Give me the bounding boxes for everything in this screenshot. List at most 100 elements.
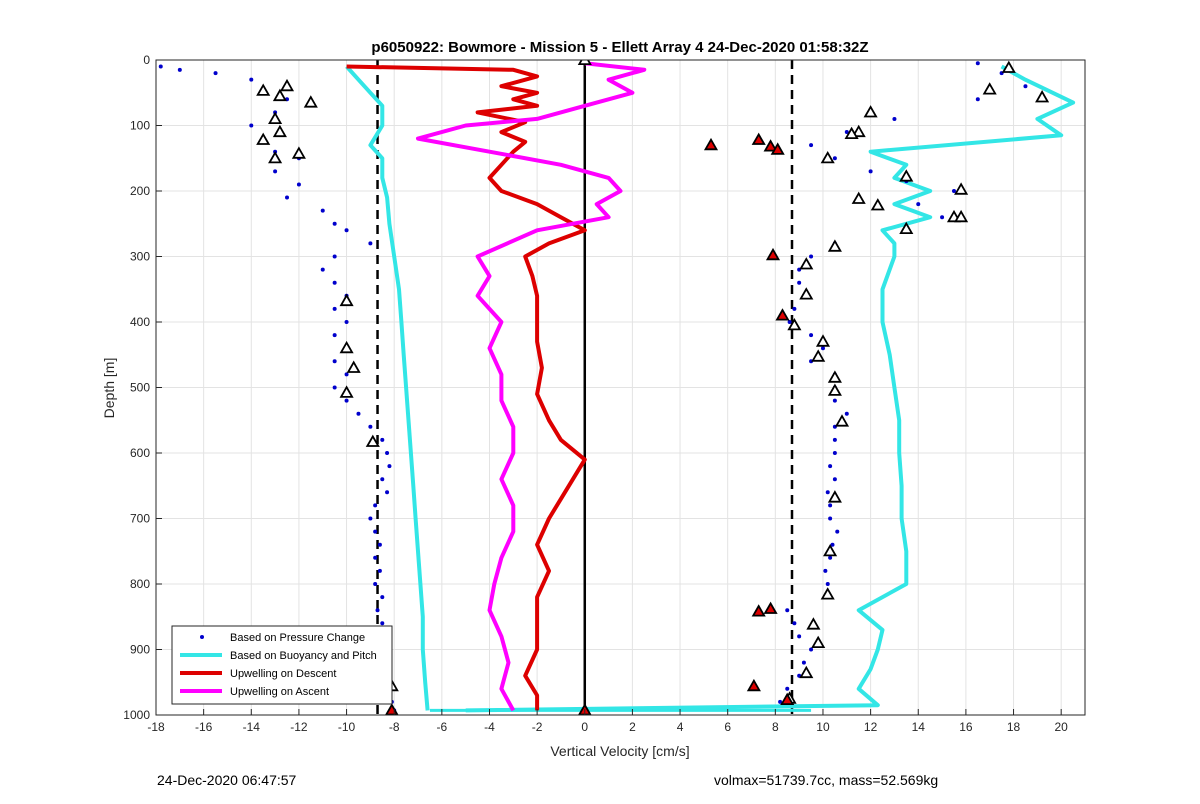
x-tick-label: 14 xyxy=(912,720,926,734)
data-point xyxy=(951,189,956,193)
data-point xyxy=(320,267,325,272)
legend-entry: Based on Buoyancy and Pitch xyxy=(230,650,377,662)
data-point xyxy=(368,516,373,521)
data-point xyxy=(975,97,980,102)
data-point xyxy=(320,208,325,213)
legend-entry: Upwelling on Descent xyxy=(230,668,336,680)
markers-group xyxy=(256,60,1050,715)
data-point xyxy=(177,67,182,72)
legend: Based on Pressure Change Based on Buoyanc… xyxy=(171,625,393,705)
data-point xyxy=(844,130,849,135)
data-point xyxy=(828,516,833,521)
legend-entry: Upwelling on Ascent xyxy=(230,686,329,698)
footer-timestamp: 24-Dec-2020 06:47:57 xyxy=(157,772,297,788)
marker-triangle xyxy=(272,88,287,102)
marker-triangle xyxy=(954,182,969,195)
data-point xyxy=(828,464,833,469)
data-point xyxy=(940,215,945,220)
x-tick-label: -8 xyxy=(389,720,400,734)
y-tick-label: 900 xyxy=(130,643,150,657)
marker-triangle xyxy=(365,434,380,447)
data-point xyxy=(792,306,797,311)
marker-triangle xyxy=(806,617,821,630)
marker-triangle xyxy=(256,83,271,96)
data-point xyxy=(377,542,382,547)
plot-area xyxy=(158,60,1076,715)
data-point xyxy=(797,280,802,285)
data-point xyxy=(785,686,790,691)
x-tick-label: 2 xyxy=(629,720,636,734)
marker-triangle xyxy=(827,370,842,383)
x-tick-label: -4 xyxy=(484,720,495,734)
marker-triangle xyxy=(820,587,835,600)
data-point xyxy=(368,241,373,246)
y-tick-label: 800 xyxy=(130,577,150,591)
data-point xyxy=(785,608,790,613)
marker-triangle xyxy=(799,665,814,679)
marker-triangle xyxy=(815,334,831,347)
x-tick-label: -6 xyxy=(437,720,448,734)
data-point xyxy=(380,621,385,626)
marker-triangle xyxy=(851,191,866,204)
data-point xyxy=(832,477,837,482)
data-point xyxy=(832,437,837,442)
series-line-descent xyxy=(345,65,430,711)
data-point xyxy=(809,254,814,259)
y-tick-label: 500 xyxy=(130,381,150,395)
data-point xyxy=(385,451,390,455)
data-point xyxy=(158,64,163,69)
data-point xyxy=(344,372,349,377)
marker-triangle xyxy=(799,257,814,270)
marker-triangle xyxy=(834,414,850,427)
data-point xyxy=(332,221,337,226)
marker-triangle-red xyxy=(746,678,761,692)
data-point xyxy=(332,333,337,338)
y-tick-label: 1000 xyxy=(123,708,150,722)
marker-triangle-red xyxy=(770,142,785,155)
marker-triangle xyxy=(268,150,283,164)
marker-triangle xyxy=(899,169,914,182)
x-tick-label: -2 xyxy=(532,720,543,734)
data-point xyxy=(377,568,382,573)
y-tick-label: 600 xyxy=(130,446,150,460)
x-tick-label: -10 xyxy=(338,720,356,734)
x-tick-label: 18 xyxy=(1007,720,1021,734)
marker-triangle-red xyxy=(763,139,778,152)
marker-triangle xyxy=(346,360,361,373)
data-point xyxy=(809,143,814,148)
series-line xyxy=(416,61,647,712)
marker-triangle xyxy=(870,198,885,211)
marker-triangle-red xyxy=(763,601,778,614)
marker-triangle-red xyxy=(775,308,790,321)
marker-triangle xyxy=(827,239,842,252)
marker-triangle xyxy=(339,293,354,307)
x-tick-label: -16 xyxy=(195,720,213,734)
marker-triangle xyxy=(1035,89,1050,103)
data-point xyxy=(828,503,833,508)
marker-triangle xyxy=(863,105,878,118)
data-point xyxy=(835,529,840,534)
marker-triangle xyxy=(799,287,814,300)
footer-mass-info: volmax=51739.7cc, mass=52.569kg xyxy=(714,772,939,788)
data-point xyxy=(892,116,897,121)
data-point xyxy=(273,169,278,174)
data-point xyxy=(809,647,814,652)
data-point xyxy=(385,490,390,495)
marker-triangle xyxy=(339,385,354,398)
marker-triangle xyxy=(820,150,835,164)
data-point xyxy=(778,699,783,704)
data-point xyxy=(801,660,806,665)
y-tick-label: 100 xyxy=(130,119,150,133)
marker-triangle xyxy=(982,82,997,95)
marker-triangle xyxy=(577,60,592,65)
data-point xyxy=(380,437,385,442)
marker-triangle xyxy=(787,317,802,331)
marker-triangle xyxy=(851,124,866,138)
data-point xyxy=(868,169,873,174)
x-tick-label: 6 xyxy=(724,720,731,734)
marker-triangle xyxy=(1001,60,1016,73)
x-tick-label: 20 xyxy=(1054,720,1068,734)
x-tick-label: 8 xyxy=(772,720,779,734)
marker-triangle xyxy=(279,78,295,92)
